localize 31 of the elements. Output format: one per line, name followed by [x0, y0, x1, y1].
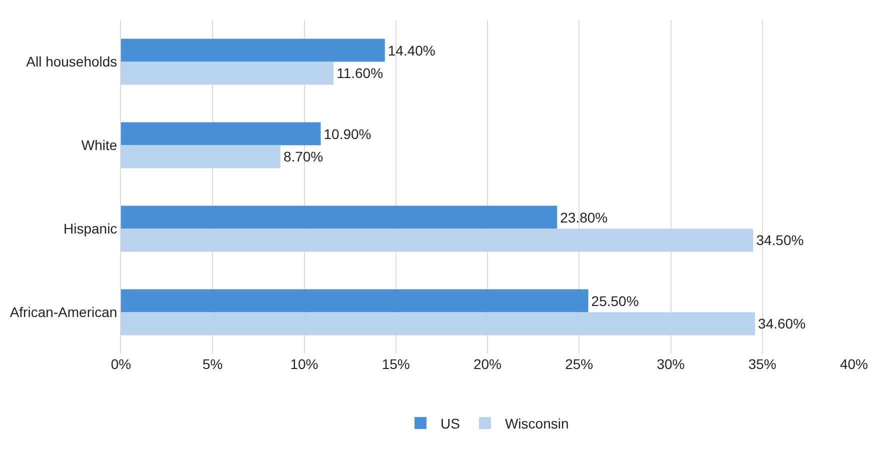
data-label: 23.80% — [560, 209, 608, 226]
bar — [121, 145, 280, 168]
data-label: 8.70% — [283, 148, 324, 165]
bar — [121, 289, 588, 312]
y-tick-label: All households — [26, 54, 118, 70]
x-tick-label: 10% — [290, 356, 318, 372]
y-tick-label: White — [81, 137, 118, 154]
x-tick-label: 5% — [202, 356, 223, 372]
y-tick-label: Hispanic — [63, 220, 118, 237]
y-tick-label: African-American — [10, 304, 118, 320]
x-tick-label: 15% — [382, 356, 410, 372]
bar — [121, 312, 756, 336]
data-label: 10.90% — [324, 126, 372, 142]
data-label: 11.60% — [336, 65, 384, 82]
data-label: 34.50% — [756, 232, 804, 248]
data-label: 34.60% — [758, 316, 806, 332]
legend-label: Wisconsin — [504, 416, 569, 432]
x-tick-label: 40% — [840, 356, 868, 372]
bar — [121, 38, 385, 62]
data-label: 25.50% — [591, 292, 639, 309]
x-tick-label: 20% — [473, 356, 502, 372]
legend-label: US — [440, 416, 460, 432]
x-tick-label: 25% — [565, 356, 594, 372]
x-tick-label: 0% — [110, 356, 132, 372]
bar — [121, 122, 321, 146]
bar — [121, 206, 558, 229]
x-tick-label: 30% — [656, 356, 685, 372]
bar — [121, 62, 334, 85]
data-label: 14.40% — [388, 42, 436, 58]
bar — [121, 228, 754, 252]
x-tick-label: 35% — [748, 356, 776, 372]
